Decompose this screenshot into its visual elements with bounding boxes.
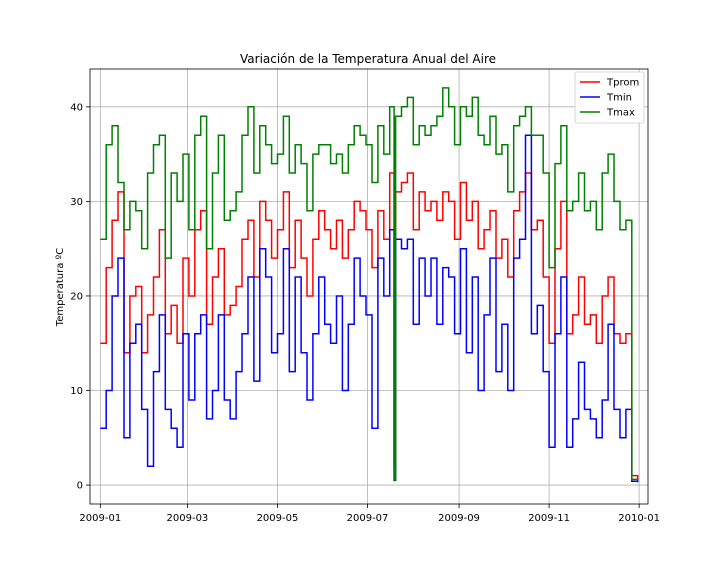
legend-label-tmax: Tmax <box>606 108 635 119</box>
legend-label-tprom: Tprom <box>606 78 639 89</box>
y-tick-label: 40 <box>70 102 83 113</box>
series-line-tmin <box>100 134 639 483</box>
series-line-tmax <box>100 87 639 482</box>
x-tick-label: 2009-01 <box>79 513 121 524</box>
y-tick-label: 30 <box>70 197 83 208</box>
series-line-tprom <box>100 172 639 481</box>
y-tick-label: 0 <box>77 481 83 492</box>
grid-lines <box>90 69 648 504</box>
x-tick-label: 2009-03 <box>167 513 209 524</box>
y-tick-label: 20 <box>70 291 83 302</box>
y-axis-label: Temperatura ºC <box>55 248 66 327</box>
x-axis: 2009-01 2009-03 2009-05 2009-07 2009-09 2009-… <box>79 504 660 524</box>
x-tick-label: 2009-05 <box>257 513 299 524</box>
x-tick-label: 2009-09 <box>438 513 480 524</box>
x-tick-label: 2010-01 <box>618 513 660 524</box>
legend-label-tmin: Tmin <box>606 93 632 104</box>
x-tick-label: 2009-11 <box>528 513 570 524</box>
plot-frame <box>89 68 649 505</box>
y-tick-label: 10 <box>70 386 83 397</box>
x-tick-label: 2009-07 <box>347 513 389 524</box>
legend: Tprom Tmin Tmax <box>574 71 645 124</box>
legend-box <box>574 71 645 124</box>
chart-title: Variación de la Temperatura Anual del Ai… <box>240 52 496 66</box>
series-lines <box>100 87 639 483</box>
y-axis: 0 10 20 30 40 <box>70 102 90 492</box>
